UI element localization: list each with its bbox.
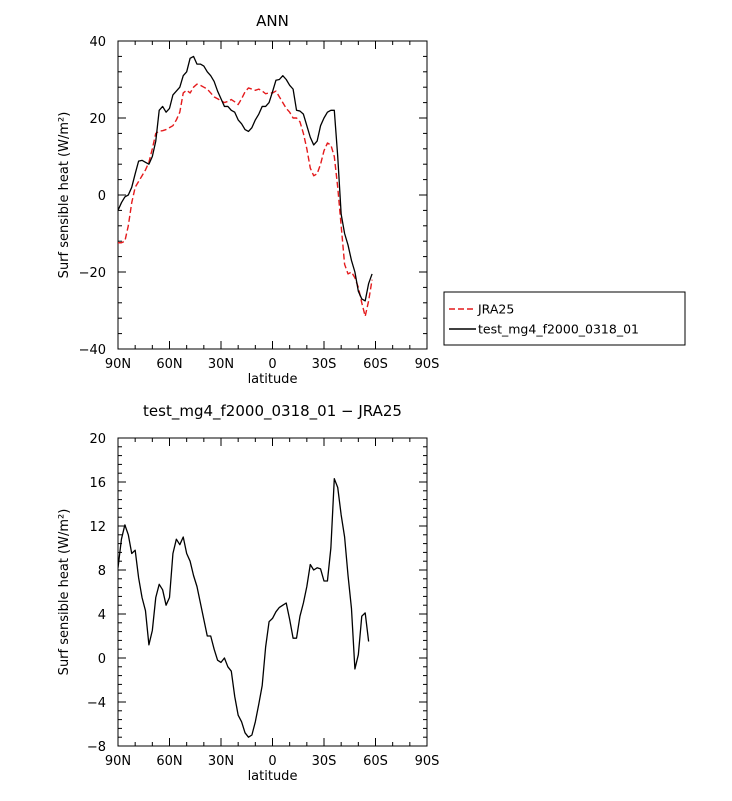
x-tick-label: 30N xyxy=(208,357,234,372)
y-tick-label: 4 xyxy=(98,608,106,623)
y-tick-label: 20 xyxy=(89,432,106,447)
y-tick-label: 8 xyxy=(98,564,106,579)
x-tick-label: 60N xyxy=(156,754,182,769)
x-tick-label: 30N xyxy=(208,754,234,769)
y-tick-label: −4 xyxy=(87,696,106,711)
legend-label: JRA25 xyxy=(477,302,514,317)
y-tick-label: −20 xyxy=(79,266,106,281)
chart-panel-annual: ANN 90N 60N 30N 0 30S 60S 90S −40 −20 0 20 40 latitud… xyxy=(57,12,686,387)
x-tick-label: 90N xyxy=(105,754,131,769)
x-axis-label: latitude xyxy=(248,372,298,387)
y-tick-label: 16 xyxy=(89,476,106,491)
chart-panel-difference: test_mg4_f2000_0318_01 − JRA25 90N 60N 30N 0… xyxy=(57,402,439,784)
y-tick-label: 20 xyxy=(89,112,106,127)
plot-frame xyxy=(117,437,428,747)
x-tick-label: 60S xyxy=(363,357,388,372)
x-tick-label: 30S xyxy=(312,754,337,769)
y-tick-label: 0 xyxy=(98,652,106,667)
x-tick-label: 0 xyxy=(268,357,276,372)
legend-label: test_mg4_f2000_0318_01 xyxy=(478,322,639,337)
y-tick-label: 40 xyxy=(89,35,106,50)
series-line-test-mg4-f2000-0318-01 xyxy=(118,55,373,302)
series-line-difference xyxy=(118,478,370,738)
x-axis-label: latitude xyxy=(248,769,298,784)
y-tick-label: −8 xyxy=(87,740,106,755)
plot-frame xyxy=(117,40,428,350)
legend-box xyxy=(443,291,686,346)
x-tick-label: 0 xyxy=(268,754,276,769)
x-tick-label: 60N xyxy=(156,357,182,372)
y-tick-label: 12 xyxy=(89,520,106,535)
y-axis-label: Surf sensible heat (W/m²) xyxy=(57,509,72,676)
series-line-jra25 xyxy=(118,83,373,317)
chart-title: ANN xyxy=(256,12,289,30)
x-tick-label: 90S xyxy=(415,754,440,769)
y-axis-label: Surf sensible heat (W/m²) xyxy=(57,112,72,279)
y-tick-label: 0 xyxy=(98,189,106,204)
x-tick-label: 90S xyxy=(415,357,440,372)
chart-title: test_mg4_f2000_0318_01 − JRA25 xyxy=(143,402,402,421)
x-tick-label: 60S xyxy=(363,754,388,769)
x-tick-label: 30S xyxy=(312,357,337,372)
x-tick-label: 90N xyxy=(105,357,131,372)
y-tick-label: −40 xyxy=(79,343,106,358)
